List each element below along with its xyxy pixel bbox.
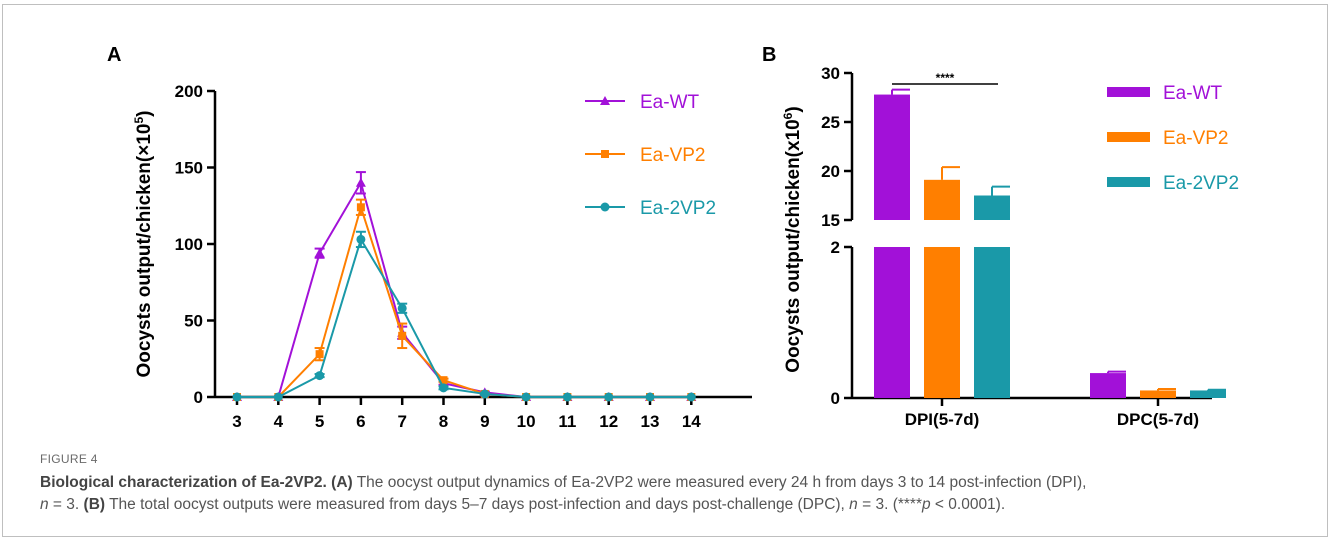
data-point <box>398 331 407 340</box>
data-point <box>480 389 490 399</box>
caption-b-tag: (B) <box>83 496 106 513</box>
y-tick-label-b: 15 <box>821 211 840 230</box>
data-point <box>604 392 614 402</box>
caption-b-text: The total oocyst outputs were measured f… <box>105 496 850 513</box>
caption-title: Biological characterization of Ea-2VP2. <box>40 474 327 491</box>
data-point <box>439 376 448 385</box>
bar-group-Ea-2VP2 <box>1190 388 1226 398</box>
panel-a-letter: A <box>107 44 121 66</box>
series-a-Ea-2VP2 <box>232 230 696 402</box>
figure-label: FIGURE 4 <box>40 452 98 466</box>
bar-group-Ea-WT <box>874 88 910 398</box>
x-tick-label-a: 12 <box>599 412 618 431</box>
series-a-Ea-WT <box>232 171 697 401</box>
caption-n1: n <box>40 496 49 513</box>
bar-lower <box>874 247 910 398</box>
bar-upper <box>874 94 910 220</box>
x-tick-label-a: 14 <box>682 412 701 431</box>
significance-label: **** <box>936 71 955 85</box>
legend-label-b: Ea-2VP2 <box>1163 173 1239 194</box>
legend-swatch-b <box>1107 87 1150 97</box>
y-tick-label-a: 200 <box>175 82 203 101</box>
data-point <box>273 392 283 402</box>
y-tick-label-b: 30 <box>821 64 840 83</box>
data-point <box>356 203 365 212</box>
caption-a-text: The oocyst output dynamics of Ea-2VP2 we… <box>352 474 1087 491</box>
chart-a-line-plot: 0 50 100 150 200 3 4 5 6 7 8 9 10 11 12 13 14 Oocysts out… <box>132 82 752 431</box>
legend-marker-a <box>600 96 610 105</box>
bar-lower <box>924 247 960 398</box>
x-tick-label-a: 10 <box>517 412 536 431</box>
legend-marker-a <box>601 150 609 158</box>
series-line <box>237 180 692 398</box>
x-tick-label-b: DPI(5-7d) <box>905 410 980 429</box>
legend-label-b: Ea-VP2 <box>1163 128 1228 149</box>
x-tick-label-a: 5 <box>315 412 324 431</box>
x-tick-label-a: 13 <box>641 412 660 431</box>
y-tick-label-a: 50 <box>184 312 203 331</box>
x-tick-label-a: 7 <box>397 412 406 431</box>
y-axis-label-b: Oocysts output/chicken(x106) <box>781 106 804 372</box>
x-tick-label-a: 8 <box>439 412 448 431</box>
y-tick-label-a: 100 <box>175 235 203 254</box>
data-point <box>686 392 696 402</box>
data-point <box>562 392 572 402</box>
data-point <box>314 248 325 258</box>
caption-p-rest: < 0.0001). <box>930 496 1006 513</box>
figure-frame <box>2 4 1328 537</box>
data-point <box>439 383 448 393</box>
data-point <box>232 392 242 402</box>
legend-label-a: Ea-VP2 <box>640 145 705 166</box>
legend-label-b: Ea-WT <box>1163 83 1223 104</box>
x-tick-label-b: DPC(5-7d) <box>1117 410 1199 429</box>
x-tick-label-a: 6 <box>356 412 365 431</box>
bar <box>1140 390 1176 398</box>
x-tick-label-a: 11 <box>558 412 576 431</box>
y-tick-label-a: 0 <box>194 388 203 407</box>
series-a-Ea-VP2 <box>233 198 696 401</box>
legend-label-a: Ea-2VP2 <box>640 198 716 219</box>
caption-n1-rest: = 3. <box>48 496 84 513</box>
data-point <box>521 392 531 402</box>
y-tick-label-b: 0 <box>831 389 840 408</box>
chart-b-bar-plot: 15 20 25 30 0 2 Oocysts output/chicken(x106) DP… <box>781 64 1239 429</box>
y-tick-label-b: 20 <box>821 162 840 181</box>
series-line <box>237 236 692 398</box>
x-tick-label-a: 3 <box>232 412 241 431</box>
y-tick-label-b: 2 <box>831 238 840 257</box>
data-point <box>315 350 324 359</box>
bar-upper <box>924 179 960 220</box>
caption-p: p <box>921 496 931 513</box>
legend-marker-a <box>600 202 610 212</box>
bar-group-Ea-WT <box>1090 370 1126 398</box>
legend-swatch-b <box>1107 132 1150 142</box>
bar <box>1190 390 1226 398</box>
y-tick-label-a: 150 <box>175 159 203 178</box>
bar-group-Ea-VP2 <box>924 166 960 398</box>
caption-n2: n <box>849 496 858 513</box>
data-point <box>645 392 655 402</box>
caption-n2-rest: = 3. (**** <box>857 496 922 513</box>
figure-caption: Biological characterization of Ea-2VP2. … <box>40 472 1300 516</box>
x-tick-label-a: 9 <box>480 412 489 431</box>
bar-upper <box>974 195 1010 220</box>
x-tick-label-a: 4 <box>274 412 284 431</box>
panel-b-letter: B <box>762 44 776 66</box>
bar-group-Ea-VP2 <box>1140 387 1176 398</box>
caption-a-tag: (A) <box>331 474 353 491</box>
legend-label-a: Ea-WT <box>640 92 700 113</box>
data-point <box>356 234 366 244</box>
data-point <box>315 371 325 381</box>
y-tick-label-b: 25 <box>821 113 840 132</box>
bar <box>1090 373 1126 398</box>
data-point <box>397 303 407 313</box>
legend-swatch-b <box>1107 177 1150 187</box>
y-axis-label-a: Oocysts output/chicken(×105) <box>132 111 155 378</box>
bar-lower <box>974 247 1010 398</box>
bar-group-Ea-2VP2 <box>974 185 1010 398</box>
data-point <box>355 177 366 187</box>
